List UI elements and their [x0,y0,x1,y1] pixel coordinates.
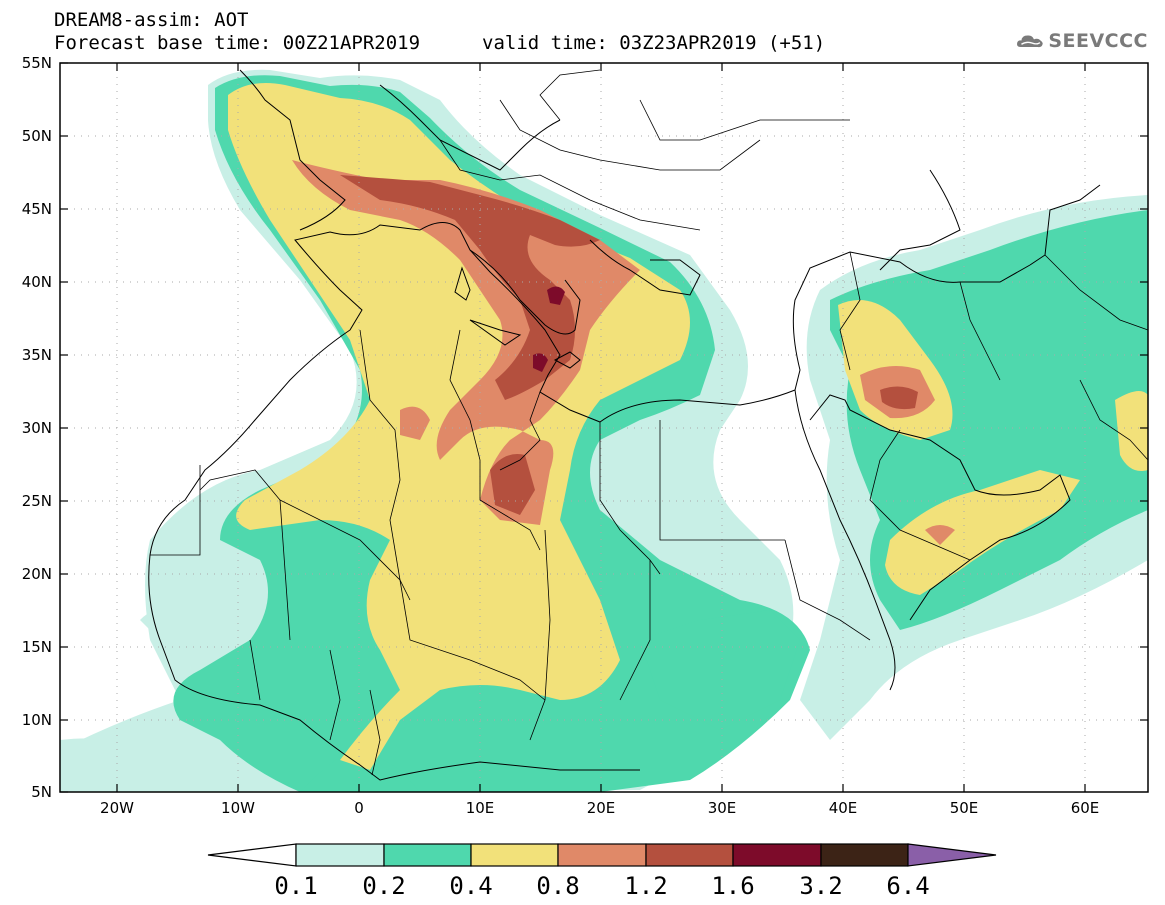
lon-label: 10E [466,799,495,817]
colorbar [207,843,997,867]
colorbar-segment [557,843,647,867]
lat-label: 55N [22,54,52,72]
lat-label: 30N [22,419,52,437]
colorbar-label: 0.2 [362,872,405,900]
colorbar-label: 0.8 [536,872,579,900]
aot-band-1.6 [547,286,565,305]
aot-band-1.2 [340,175,600,400]
lon-label: 0 [354,799,364,817]
lon-label: 20W [100,799,134,817]
colorbar-label: 0.1 [274,872,317,900]
colorbar-label: 6.4 [886,872,929,900]
lon-label: 10W [221,799,255,817]
gridlines [60,63,1148,792]
valid-time: valid time: 03Z23APR2019 (+51) [482,32,826,54]
colorbar-segment [732,843,822,867]
lon-axis [116,63,1086,792]
logo-text: SEEVCCC [1048,30,1148,52]
coastlines [148,69,1101,781]
aot-band-0.8 [292,160,640,525]
colorbar-label: 1.6 [711,872,754,900]
lon-label: 40E [829,799,858,817]
colorbar-label: 0.4 [449,872,492,900]
lon-label: 50E [950,799,979,817]
colorbar-label: 1.2 [624,872,667,900]
colorbar-segment [383,843,472,867]
colorbar-segment [470,843,559,867]
country-borders [150,69,1148,776]
lat-label: 5N [31,783,52,801]
lat-axis [60,62,1148,793]
lat-label: 20N [22,565,52,583]
colorbar-segment [295,843,385,867]
colorbar-segment [820,843,909,867]
lat-label: 25N [22,492,52,510]
colorbar-high-arrow [907,843,997,867]
lat-label: 40N [22,273,52,291]
lon-label: 20E [587,799,616,817]
lat-label: 45N [22,200,52,218]
cloud-icon [1017,35,1043,48]
lon-label: 60E [1071,799,1100,817]
lat-label: 10N [22,711,52,729]
map-title: DREAM8-assim: AOT [54,9,249,31]
colorbar-segment [645,843,734,867]
colorbar-label: 3.2 [799,872,842,900]
lat-label: 15N [22,638,52,656]
seevccc-logo: SEEVCCC [1016,26,1148,56]
colorbar-low-arrow [207,843,297,867]
lon-label: 30E [708,799,737,817]
lat-label: 50N [22,127,52,145]
aot-field [60,69,1148,792]
lat-label: 35N [22,346,52,364]
forecast-base-time: Forecast base time: 00Z21APR2019 [54,32,421,54]
